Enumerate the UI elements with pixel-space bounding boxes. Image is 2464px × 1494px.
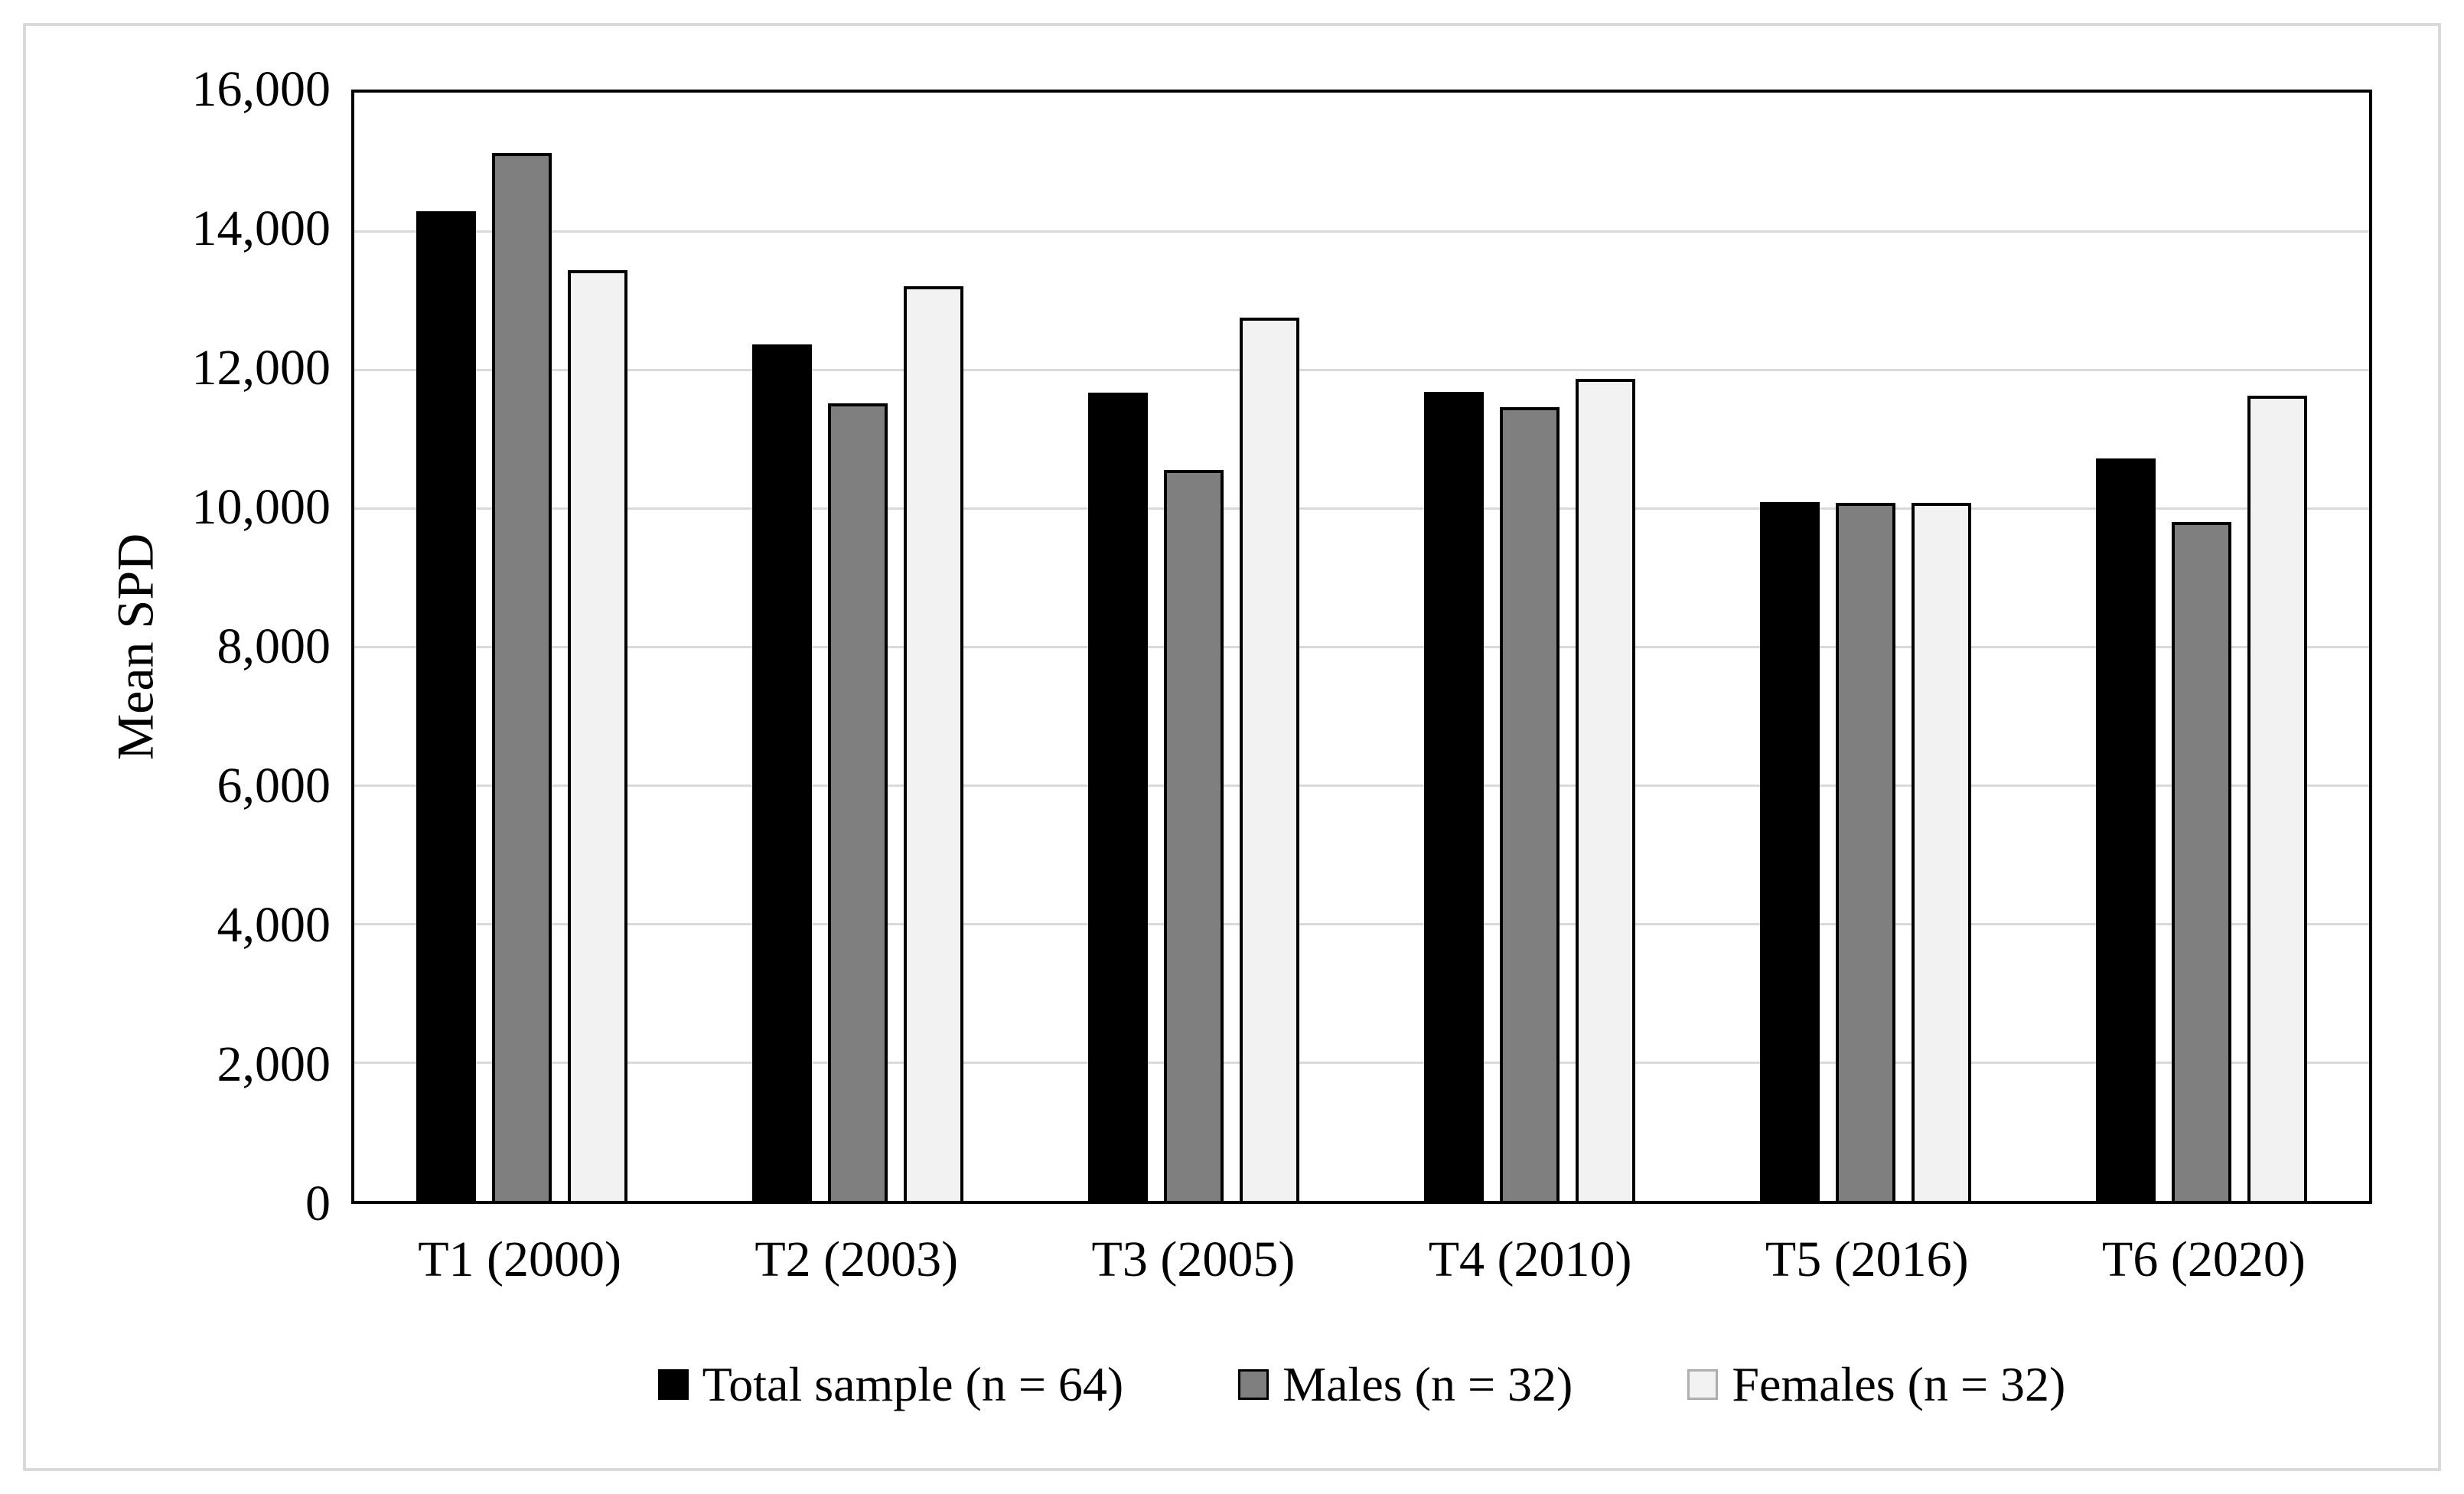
legend-swatch <box>1238 1369 1269 1400</box>
gridline <box>354 785 2369 787</box>
legend-item: Total sample (n = 64) <box>657 1356 1124 1413</box>
y-tick-label: 6,000 <box>217 758 331 814</box>
bar <box>1759 501 1820 1201</box>
y-tick-label: 4,000 <box>217 897 331 953</box>
y-tick-label: 16,000 <box>191 61 331 117</box>
legend-label: Males (n = 32) <box>1283 1357 1573 1411</box>
bar <box>568 269 628 1201</box>
legend-item: Females (n = 32) <box>1687 1356 2065 1413</box>
gridline <box>354 1062 2369 1064</box>
bar <box>1499 406 1560 1201</box>
y-tick-label: 10,000 <box>191 479 331 535</box>
y-tick-label: 8,000 <box>217 618 331 674</box>
bar-group-t3 <box>1026 93 1362 1201</box>
bar-groups <box>354 93 2369 1201</box>
bar <box>1575 378 1635 1201</box>
gridline <box>354 369 2369 371</box>
gridline <box>354 646 2369 648</box>
bar <box>2247 396 2307 1201</box>
bar-group-t1 <box>354 93 690 1201</box>
y-tick-label: 12,000 <box>191 340 331 396</box>
y-tick-label: 0 <box>305 1176 331 1231</box>
bar <box>2171 522 2231 1201</box>
bar-group-t2 <box>690 93 1026 1201</box>
bar <box>492 152 552 1201</box>
legend: Total sample (n = 64) Males (n = 32) Femal… <box>351 1356 2372 1413</box>
bar <box>2095 458 2156 1201</box>
bar <box>416 210 477 1201</box>
legend-item: Males (n = 32) <box>1238 1356 1573 1413</box>
bar <box>1164 470 1224 1201</box>
legend-label: Females (n = 32) <box>1732 1357 2066 1411</box>
bar-group-t6 <box>2033 93 2369 1201</box>
y-tick-label: 2,000 <box>217 1036 331 1092</box>
x-tick-label: T6 (2020) <box>2102 1231 2306 1287</box>
bar <box>1835 502 1895 1201</box>
figure-border <box>23 23 2441 1471</box>
x-tick-label: T3 (2005) <box>1091 1231 1296 1287</box>
bar <box>1423 391 1484 1201</box>
y-tick-label: 14,000 <box>191 201 331 256</box>
bar <box>828 403 888 1201</box>
bar <box>904 285 964 1201</box>
x-tick-label: T5 (2016) <box>1765 1231 1969 1287</box>
x-tick-label: T2 (2003) <box>755 1231 959 1287</box>
legend-swatch <box>657 1369 689 1400</box>
gridline <box>354 507 2369 510</box>
bar <box>1911 502 1971 1201</box>
bar-group-t5 <box>1697 93 2033 1201</box>
bar-group-t4 <box>1361 93 1697 1201</box>
plot-area <box>351 90 2372 1204</box>
x-axis-tick-labels: T1 (2000) T2 (2003) T3 (2005) T4 (2010) T5 (… <box>351 1231 2372 1289</box>
x-tick-label: T1 (2000) <box>418 1231 621 1287</box>
legend-swatch <box>1687 1369 1719 1400</box>
x-tick-label: T4 (2010) <box>1428 1231 1632 1287</box>
gridline <box>354 923 2369 925</box>
gridline <box>354 230 2369 233</box>
bar <box>1088 392 1149 1201</box>
legend-label: Total sample (n = 64) <box>702 1357 1124 1411</box>
bar <box>1240 318 1300 1201</box>
bar <box>752 344 813 1201</box>
